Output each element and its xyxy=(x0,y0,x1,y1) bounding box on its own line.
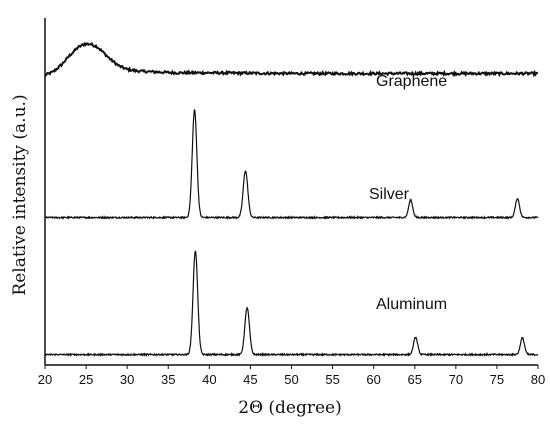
series-label-graphene: Graphene xyxy=(376,73,447,90)
x-ticks: 20 25 30 35 40 45 50 55 60 65 70 75 80 xyxy=(38,365,545,387)
x-tick-label: 75 xyxy=(490,372,504,387)
x-tick-label: 55 xyxy=(325,372,339,387)
x-tick-label: 65 xyxy=(408,372,422,387)
series-line-silver xyxy=(44,109,539,221)
x-tick-label: 70 xyxy=(449,372,463,387)
series-group xyxy=(44,41,539,358)
x-tick-label: 40 xyxy=(202,372,216,387)
series-label-aluminum: Aluminum xyxy=(376,296,447,313)
x-tick-label: 80 xyxy=(531,372,545,387)
x-tick-label: 45 xyxy=(243,372,257,387)
x-tick-label: 35 xyxy=(161,372,175,387)
x-tick-label: 30 xyxy=(120,372,134,387)
series-label-silver: Silver xyxy=(369,186,410,203)
series-line-graphene xyxy=(44,41,539,78)
x-tick-label: 50 xyxy=(284,372,298,387)
y-axis-title: Relative intensity (a.u.) xyxy=(10,94,30,295)
x-axis-title: 2Θ (degree) xyxy=(238,398,342,418)
series-line-aluminum xyxy=(44,250,539,358)
x-tick-label: 25 xyxy=(79,372,93,387)
x-tick-label: 20 xyxy=(38,372,52,387)
x-tick-label: 60 xyxy=(366,372,380,387)
